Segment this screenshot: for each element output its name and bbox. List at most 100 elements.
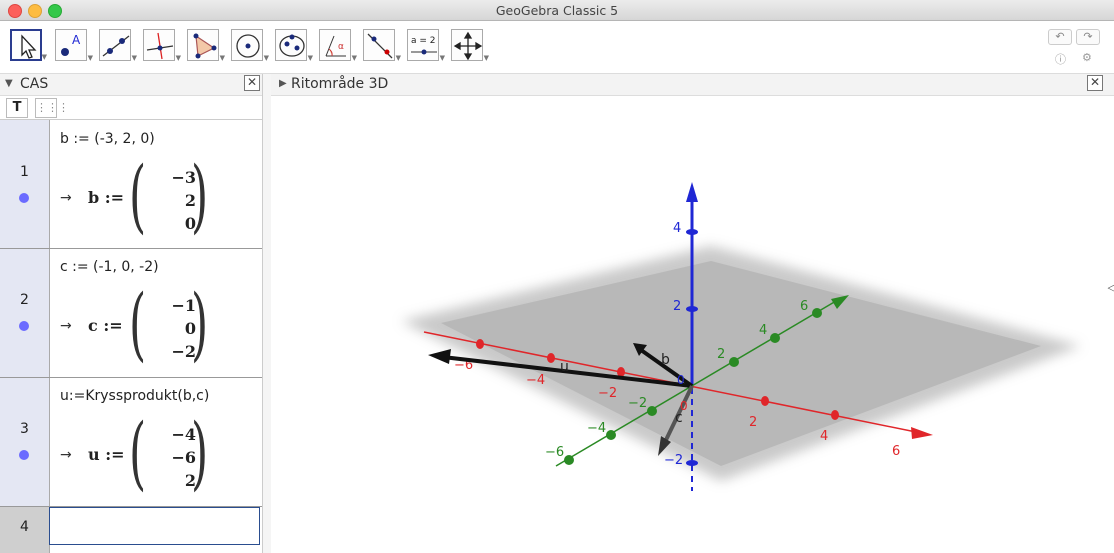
vector-component: 2	[184, 191, 196, 210]
x-tick	[547, 353, 555, 363]
svg-text:α: α	[338, 42, 344, 52]
x-tick	[476, 339, 484, 349]
point-tool-button[interactable]: A ▼	[55, 29, 93, 62]
help-icon[interactable]: ⓘ	[1055, 53, 1066, 66]
row-number: 1	[20, 164, 29, 180]
visibility-dot-icon[interactable]	[19, 193, 29, 203]
svg-text:A: A	[72, 33, 81, 47]
row-header[interactable]: 4	[0, 507, 50, 553]
angle-icon: α	[325, 35, 346, 57]
row-header[interactable]: 3	[0, 378, 50, 506]
move-tool-button[interactable]: ▼	[10, 29, 47, 61]
redo-button[interactable]: ↷	[1076, 29, 1100, 45]
row-header[interactable]: 1	[0, 120, 50, 248]
y-tick-label: −6	[545, 445, 564, 460]
line-tool-button[interactable]: ▼	[99, 29, 137, 62]
y-tick	[647, 406, 657, 416]
vector-component: 0	[184, 319, 196, 338]
y-tick-label: 4	[759, 323, 767, 338]
cas-input-text[interactable]: b := (-3, 2, 0)	[60, 131, 155, 147]
collapse-triangle-icon[interactable]: ▼	[5, 78, 13, 89]
close-cas-view-button[interactable]: ✕	[244, 75, 260, 91]
keyboard-settings-button[interactable]: ⋮⋮⋮	[35, 98, 69, 118]
y-tick-label: 6	[800, 299, 808, 314]
move-graphics-tool-button[interactable]: ▼	[451, 29, 489, 62]
polygon-tool-button[interactable]: ▼	[187, 29, 225, 62]
y-tick-label: 2	[717, 347, 725, 362]
vector-component: −1	[171, 296, 196, 315]
result-variable: b :=	[88, 188, 125, 207]
cas-input-text[interactable]: c := (-1, 0, -2)	[60, 259, 159, 275]
y-tick	[729, 357, 739, 367]
conic-tool-button[interactable]: ▼	[275, 29, 313, 62]
cas-row[interactable]: 2 c := (-1, 0, -2) → c := ( ) −1 0 −2	[0, 249, 262, 378]
vector-component: −2	[171, 342, 196, 361]
zoom-window-button[interactable]	[48, 4, 62, 18]
row-header[interactable]: 2	[0, 249, 50, 377]
x-axis-arrowhead	[911, 427, 933, 439]
vector-b-label: b	[661, 352, 670, 368]
z-tick-label: 4	[673, 221, 681, 236]
z-tick-label: −2	[664, 453, 683, 468]
x-tick	[831, 410, 839, 420]
vector-u-arrowhead	[428, 349, 451, 364]
window-title: GeoGebra Classic 5	[495, 3, 619, 18]
graphics3d-view-header: ▶ Ritområde 3D ✕	[271, 74, 1114, 96]
vector-c	[663, 385, 694, 443]
x-tick-label: 2	[749, 415, 757, 430]
origin-label: 0	[677, 373, 685, 387]
close-graphics3d-view-button[interactable]: ✕	[1087, 75, 1103, 91]
z-tick	[686, 229, 698, 235]
result-variable: c :=	[88, 316, 123, 335]
xy-plane-core	[441, 261, 1041, 466]
slider-icon: a = 2	[411, 36, 437, 55]
row-number: 3	[20, 421, 29, 437]
z-tick	[686, 460, 698, 466]
window-titlebar: GeoGebra Classic 5	[0, 0, 1114, 21]
reflect-icon	[367, 33, 393, 59]
vector-c-arrowhead	[658, 436, 671, 456]
cas-row[interactable]: 3 u:=Kryssprodukt(b,c) → u := ( ) −4 −6 …	[0, 378, 262, 507]
undo-button[interactable]: ↶	[1048, 29, 1072, 45]
visibility-dot-icon[interactable]	[19, 450, 29, 460]
text-style-button[interactable]: T	[6, 98, 28, 118]
vector-b-arrowhead	[633, 343, 647, 356]
origin-label-lower: 0	[680, 399, 688, 413]
visibility-dot-icon[interactable]	[19, 321, 29, 331]
y-tick-label: −2	[628, 396, 647, 411]
y-tick	[770, 333, 780, 343]
toolbar: ▼ A ▼ ▼ ▼ ▼ ▼ ▼ α ▼ ▼ a = 2 ▼ ▼ ↶ ↷ ⓘ ⚙	[0, 21, 1114, 74]
result-vector: ( ) −4 −6 2	[129, 406, 209, 499]
y-tick	[812, 308, 822, 318]
reflect-tool-button[interactable]: ▼	[363, 29, 401, 62]
cas-row[interactable]: 1 b := (-3, 2, 0) → b := ( ) −3 2 0	[0, 120, 262, 249]
angle-tool-button[interactable]: α ▼	[319, 29, 357, 62]
redo-icon: ↷	[1083, 30, 1093, 43]
perpendicular-icon	[146, 32, 174, 60]
side-panel-toggle-icon[interactable]: ◁	[1107, 281, 1114, 294]
graphics3d-scene: 4 2 −2 −6 −4 −2 2 4 6 −6 −4 −2 2 4 6	[401, 182, 1081, 491]
expand-triangle-icon[interactable]: ▶	[279, 78, 287, 89]
vector-component: 0	[184, 214, 196, 233]
y-axis	[555, 300, 837, 467]
slider-tool-button[interactable]: a = 2 ▼	[407, 29, 445, 62]
close-window-button[interactable]	[8, 4, 22, 18]
minimize-window-button[interactable]	[28, 4, 42, 18]
cas-input-row[interactable]: 4	[0, 507, 262, 553]
cas-input-text[interactable]: u:=Kryssprodukt(b,c)	[60, 388, 210, 404]
graphics3d-canvas[interactable]: 4 2 −2 −6 −4 −2 2 4 6 −6 −4 −2 2 4 6	[271, 96, 1114, 553]
cas-view-title: CAS	[20, 76, 49, 92]
z-tick	[686, 306, 698, 312]
circle-icon	[236, 34, 260, 58]
cas-new-input-field[interactable]	[49, 507, 260, 545]
perpendicular-line-tool-button[interactable]: ▼	[143, 29, 181, 62]
y-tick	[564, 455, 574, 465]
cas-table: 1 b := (-3, 2, 0) → b := ( ) −3 2 0 2 c …	[0, 120, 262, 553]
arrow-cursor-icon	[21, 34, 37, 59]
result-vector: ( ) −1 0 −2	[129, 277, 209, 370]
cas-style-bar: T ⋮⋮⋮	[0, 96, 262, 120]
circle-tool-button[interactable]: ▼	[231, 29, 269, 62]
sliders-icon: ⋮⋮⋮	[36, 101, 69, 114]
move-graphics-icon	[453, 31, 483, 61]
gear-icon[interactable]: ⚙	[1082, 51, 1092, 64]
